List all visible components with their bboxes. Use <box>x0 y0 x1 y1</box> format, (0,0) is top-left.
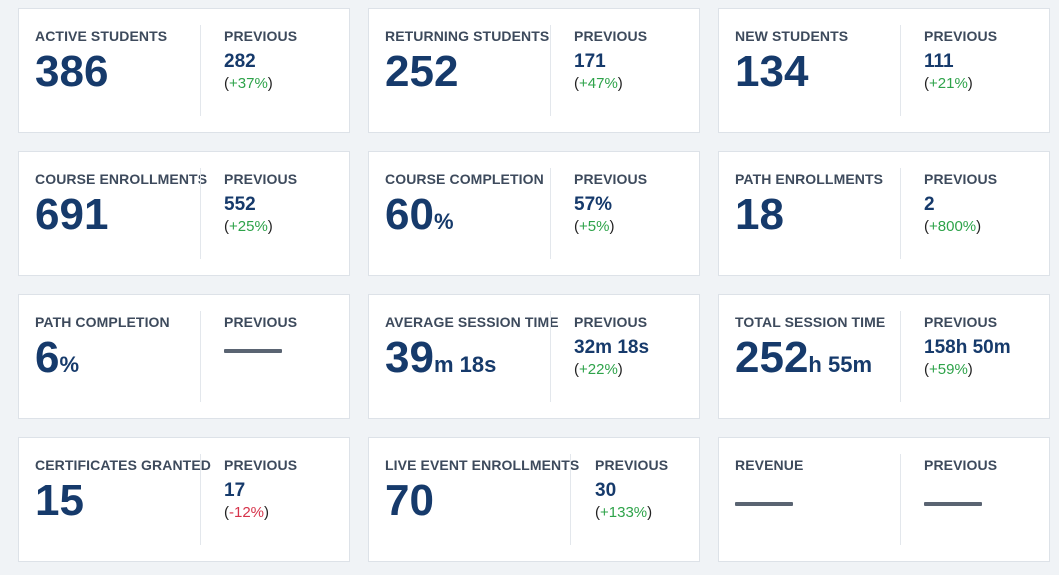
card-label: REVENUE <box>735 457 804 473</box>
previous-label: PREVIOUS <box>224 457 298 473</box>
previous-value: 17 <box>224 480 246 501</box>
card-divider <box>550 25 551 116</box>
card-returning-students: RETURNING STUDENTS 252 PREVIOUS 171 (+47… <box>368 8 700 133</box>
previous-label: PREVIOUS <box>224 314 298 330</box>
card-value: 134 <box>735 47 809 96</box>
previous-value: 111 <box>924 51 954 72</box>
change-percent: (+59%) <box>924 361 973 378</box>
card-value: 70 <box>385 476 434 525</box>
previous-value: 158h 50m <box>924 337 1011 358</box>
card-label: PATH ENROLLMENTS <box>735 171 884 187</box>
card-label: COURSE ENROLLMENTS <box>35 171 208 187</box>
previous-value: 552 <box>224 194 256 215</box>
change-percent: (+37%) <box>224 75 273 92</box>
previous-value: 30 <box>595 480 617 501</box>
card-label: TOTAL SESSION TIME <box>735 314 886 330</box>
change-percent: (+21%) <box>924 75 973 92</box>
card-value: 386 <box>35 47 109 96</box>
change-percent: (+800%) <box>924 218 982 235</box>
card-path-enrollments: PATH ENROLLMENTS 18 PREVIOUS 2 (+800%) <box>718 151 1050 276</box>
previous-label: PREVIOUS <box>224 171 298 187</box>
card-average-session-time: AVERAGE SESSION TIME 39m 18s PREVIOUS 32… <box>368 294 700 419</box>
card-label: AVERAGE SESSION TIME <box>385 314 559 330</box>
change-percent: (+25%) <box>224 218 273 235</box>
card-label: ACTIVE STUDENTS <box>35 28 168 44</box>
previous-label: PREVIOUS <box>574 314 648 330</box>
card-value: 252h 55m <box>735 333 873 382</box>
card-label: NEW STUDENTS <box>735 28 849 44</box>
card-divider <box>900 454 901 545</box>
previous-value: 171 <box>574 51 606 72</box>
card-divider <box>200 454 201 545</box>
card-divider <box>200 168 201 259</box>
card-value: 18 <box>735 190 784 239</box>
change-percent: (+133%) <box>595 504 653 521</box>
card-divider <box>900 311 901 402</box>
card-divider <box>900 168 901 259</box>
previous-label: PREVIOUS <box>924 314 998 330</box>
card-label: LIVE EVENT ENROLLMENTS <box>385 457 580 473</box>
change-percent: (-12%) <box>224 504 270 521</box>
card-value: 39m 18s <box>385 333 497 382</box>
no-data-dash <box>224 349 282 353</box>
previous-label: PREVIOUS <box>574 28 648 44</box>
card-path-completion: PATH COMPLETION 6% PREVIOUS <box>18 294 350 419</box>
previous-value: 57% <box>574 194 613 215</box>
card-label: CERTIFICATES GRANTED <box>35 457 211 473</box>
previous-label: PREVIOUS <box>574 171 648 187</box>
change-percent: (+22%) <box>574 361 623 378</box>
card-value: 691 <box>35 190 109 239</box>
card-live-event-enrollments: LIVE EVENT ENROLLMENTS 70 PREVIOUS 30 (+… <box>368 437 700 562</box>
change-percent: (+5%) <box>574 218 615 235</box>
card-revenue: REVENUE PREVIOUS <box>718 437 1050 562</box>
previous-label: PREVIOUS <box>595 457 669 473</box>
previous-value: 32m 18s <box>574 337 650 358</box>
unit-percent: % <box>59 352 80 377</box>
card-value: 252 <box>385 47 459 96</box>
previous-value: 282 <box>224 51 256 72</box>
card-divider <box>550 311 551 402</box>
card-divider <box>200 311 201 402</box>
card-new-students: NEW STUDENTS 134 PREVIOUS 111 (+21%) <box>718 8 1050 133</box>
card-course-enrollments: COURSE ENROLLMENTS 691 PREVIOUS 552 (+25… <box>18 151 350 276</box>
card-divider <box>550 168 551 259</box>
no-data-dash <box>735 502 793 506</box>
previous-label: PREVIOUS <box>924 171 998 187</box>
card-total-session-time: TOTAL SESSION TIME 252h 55m PREVIOUS 158… <box>718 294 1050 419</box>
previous-value: 2 <box>924 194 935 215</box>
card-active-students: ACTIVE STUDENTS 386 PREVIOUS 282 (+37%) <box>18 8 350 133</box>
card-label: RETURNING STUDENTS <box>385 28 550 44</box>
card-label: COURSE COMPLETION <box>385 171 544 187</box>
card-divider <box>200 25 201 116</box>
no-data-dash <box>924 502 982 506</box>
card-value: 60% <box>385 190 454 239</box>
change-percent: (+47%) <box>574 75 623 92</box>
card-certificates-granted: CERTIFICATES GRANTED 15 PREVIOUS 17 (-12… <box>18 437 350 562</box>
previous-label: PREVIOUS <box>224 28 298 44</box>
card-value: 15 <box>35 476 84 525</box>
card-divider <box>900 25 901 116</box>
card-label: PATH COMPLETION <box>35 314 170 330</box>
unit-percent: % <box>433 209 454 234</box>
card-value: 6% <box>35 333 80 382</box>
card-divider <box>570 454 571 545</box>
card-course-completion: COURSE COMPLETION 60% PREVIOUS 57% (+5%) <box>368 151 700 276</box>
previous-label: PREVIOUS <box>924 28 998 44</box>
previous-label: PREVIOUS <box>924 457 998 473</box>
